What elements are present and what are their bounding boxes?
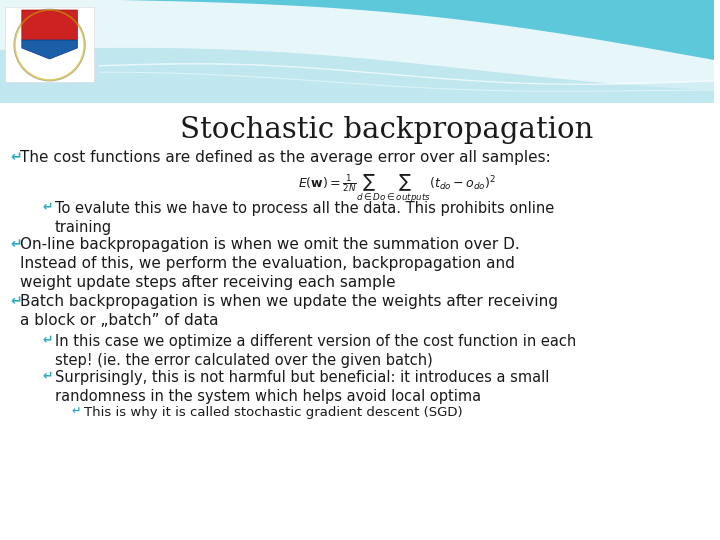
Polygon shape [0,103,714,540]
Text: ↵: ↵ [10,237,22,251]
Text: Stochastic backpropagation: Stochastic backpropagation [180,116,593,144]
FancyBboxPatch shape [5,7,94,82]
Text: ↵: ↵ [42,201,53,214]
Polygon shape [0,48,714,105]
Polygon shape [22,10,77,52]
Text: To evalute this we have to process all the data. This prohibits online
training: To evalute this we have to process all t… [55,201,554,235]
Text: ↵: ↵ [10,294,22,308]
Text: Surprisingly, this is not harmful but beneficial: it introduces a small
randomne: Surprisingly, this is not harmful but be… [55,370,549,404]
Polygon shape [0,0,714,105]
Polygon shape [0,0,714,105]
Text: ↵: ↵ [71,406,81,416]
Text: $E(\mathbf{w}) = \frac{1}{2N} \sum_{d \in D} \sum_{o \in outputs} (t_{do} - o_{d: $E(\mathbf{w}) = \frac{1}{2N} \sum_{d \i… [297,173,496,205]
Text: In this case we optimize a different version of the cost function in each
step! : In this case we optimize a different ver… [55,334,576,368]
Text: On-line backpropagation is when we omit the summation over D.
Instead of this, w: On-line backpropagation is when we omit … [20,237,520,291]
Polygon shape [0,55,714,105]
Text: ↵: ↵ [10,150,22,164]
Polygon shape [22,40,77,59]
Text: This is why it is called stochastic gradient descent (SGD): This is why it is called stochastic grad… [84,406,463,419]
Text: The cost functions are defined as the average error over all samples:: The cost functions are defined as the av… [20,150,551,165]
Text: ↵: ↵ [42,370,53,383]
Text: Batch backpropagation is when we update the weights after receiving
a block or „: Batch backpropagation is when we update … [20,294,558,328]
Text: ↵: ↵ [42,334,53,347]
